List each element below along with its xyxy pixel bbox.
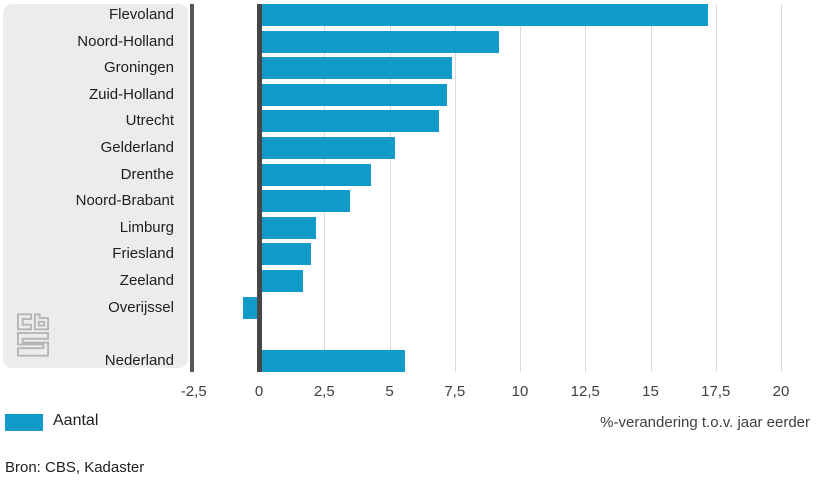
category-label: Noord-Holland	[77, 32, 174, 50]
grid-line	[781, 4, 782, 372]
category-label: Overijssel	[108, 298, 174, 316]
category-label: Groningen	[103, 59, 174, 77]
bar	[259, 349, 406, 372]
x-tick-label: 10	[511, 383, 529, 400]
x-tick-label: 5	[385, 383, 394, 400]
category-label: Nederland	[104, 351, 174, 369]
category-label: Noord-Brabant	[75, 192, 174, 210]
x-tick-label: 20	[772, 383, 790, 400]
bar	[259, 190, 351, 213]
category-label: Drenthe	[120, 165, 174, 183]
grid-line	[389, 4, 391, 372]
bar	[259, 270, 304, 292]
bar	[259, 4, 708, 26]
x-tick-label: 7,5	[444, 383, 466, 400]
category-label: Zeeland	[119, 272, 174, 289]
category-label: Limburg	[119, 218, 174, 236]
legend-color-swatch	[5, 414, 43, 431]
bar	[259, 57, 453, 80]
grid-line	[585, 4, 587, 372]
bar	[259, 30, 500, 53]
x-tick-label: 0	[254, 383, 264, 400]
category-label: Friesland	[112, 245, 174, 263]
x-tick-label: -2,5	[180, 383, 207, 400]
x-axis-title: %-verandering t.o.v. jaar eerder	[600, 414, 810, 431]
grid-line	[324, 4, 326, 372]
category-label: Zuid-Holland	[88, 85, 174, 103]
grid-line	[715, 4, 717, 372]
bar	[259, 163, 372, 186]
category-label: Flevoland	[108, 6, 174, 23]
plot-left-axis-line	[190, 4, 194, 372]
grid-line	[650, 4, 652, 372]
cbs-logo-icon	[17, 313, 49, 357]
bar	[259, 243, 312, 266]
x-tick-label: 2,5	[313, 383, 335, 400]
legend-series-label: Aantal	[53, 412, 99, 429]
bar	[259, 137, 395, 159]
x-tick-label: 12,5	[570, 383, 600, 400]
x-tick-label: 17,5	[701, 383, 731, 400]
source-attribution: Bron: CBS, Kadaster	[5, 459, 145, 476]
grid-line	[454, 4, 456, 372]
zero-axis-line	[257, 4, 262, 372]
bar	[259, 216, 317, 239]
category-label: Gelderland	[100, 139, 174, 156]
bar	[243, 296, 259, 319]
category-label: Utrecht	[125, 112, 174, 130]
bar	[259, 110, 440, 133]
category-panel	[3, 4, 188, 368]
bar	[259, 83, 447, 106]
grid-line	[520, 4, 521, 372]
x-tick-label: 15	[642, 383, 659, 400]
